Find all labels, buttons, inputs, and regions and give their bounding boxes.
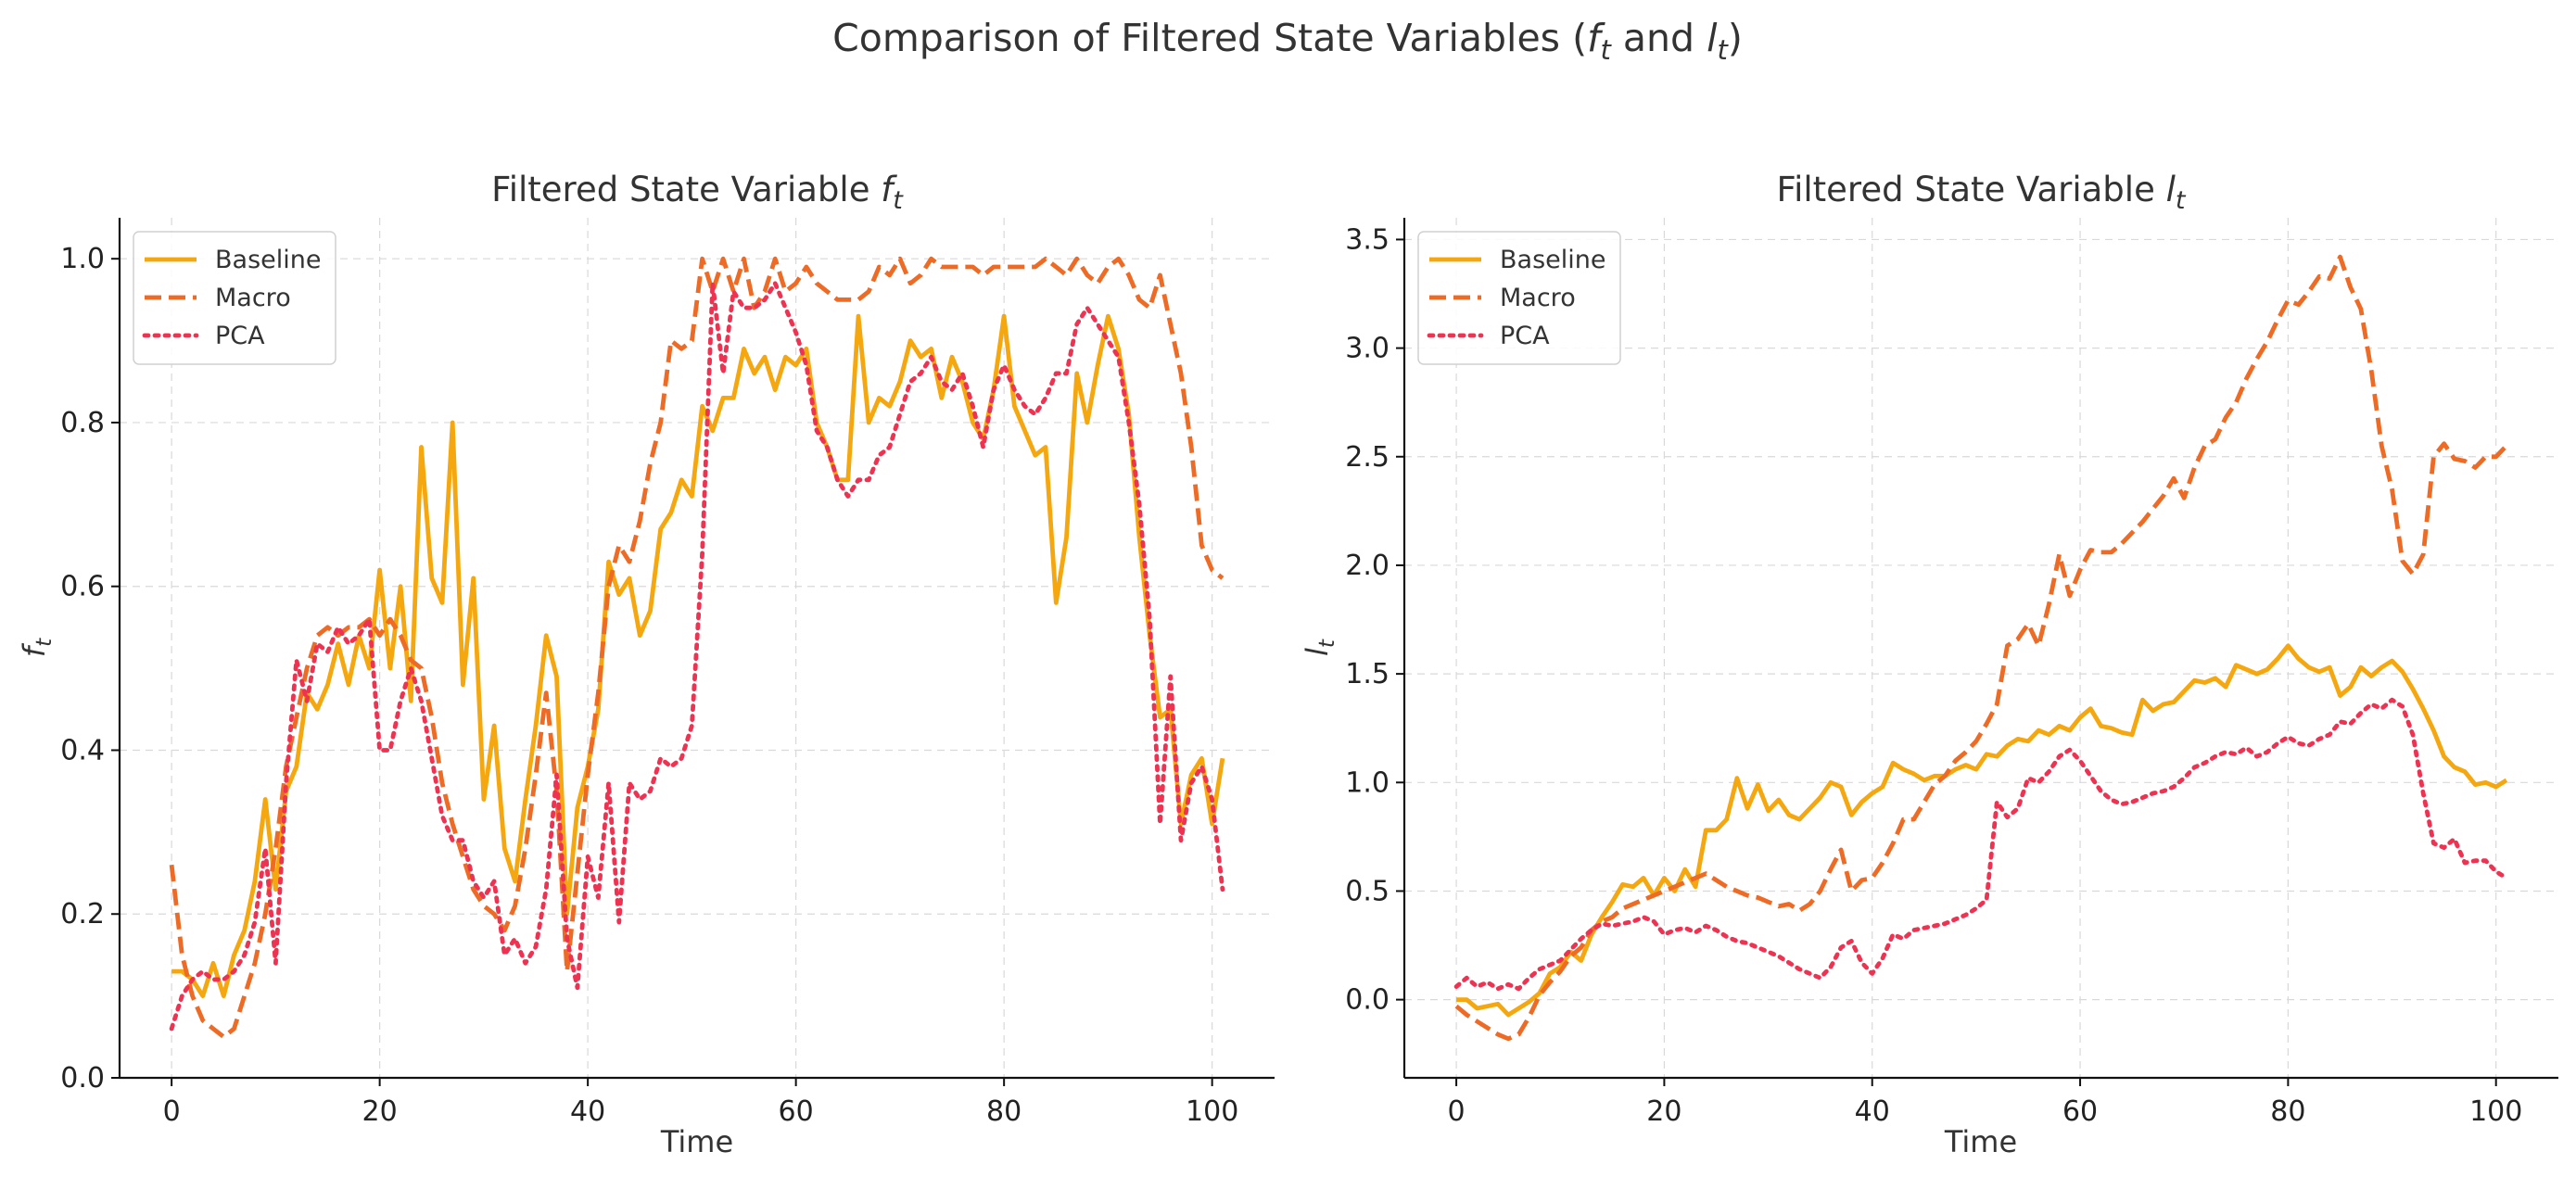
- legend-label-baseline: Baseline: [1500, 246, 1605, 274]
- legend-frame: [1417, 231, 1621, 365]
- y-tick-label: 0.0: [60, 1062, 105, 1095]
- panel-f-legend: Baseline Macro PCA: [133, 231, 336, 365]
- series-line-baseline: [1456, 643, 2508, 1018]
- x-tick-label: 80: [986, 1095, 1022, 1128]
- y-tick-label: 0.0: [1345, 984, 1390, 1017]
- panel-f-series: [169, 256, 1225, 1040]
- panel-l-grid: [1404, 218, 2558, 1078]
- series-line-macro: [169, 256, 1225, 1040]
- legend-frame: [133, 231, 336, 365]
- legend-label-macro: Macro: [1500, 284, 1576, 312]
- suptitle-l-subscript: t: [1717, 34, 1729, 66]
- y-tick-label: 3.0: [1345, 333, 1390, 365]
- panel-f-ylabel-subscript: t: [32, 638, 57, 647]
- panel-l-ylabel-symbol: l: [1300, 648, 1335, 656]
- panel-f-xticks: 0 20 40 60 80 100: [163, 1078, 1238, 1128]
- x-tick-label: 20: [1646, 1095, 1681, 1128]
- series-line-pca: [169, 281, 1225, 1031]
- panel-l-ylabel: lt: [1300, 639, 1339, 656]
- panel-l-legend: Baseline Macro PCA: [1417, 231, 1621, 365]
- x-tick-label: 100: [1186, 1095, 1238, 1128]
- panel-f-title: Filtered State Variable ft: [491, 170, 904, 215]
- panel-f-title-subscript: t: [893, 186, 904, 215]
- x-tick-label: 0: [163, 1095, 181, 1128]
- legend-label-pca: PCA: [215, 322, 265, 350]
- panel-f-yticks: 0.0 0.2 0.4 0.6 0.8 1.0: [60, 243, 120, 1095]
- x-tick-label: 20: [362, 1095, 398, 1128]
- series-line-macro: [1454, 254, 2508, 1042]
- figure-suptitle: Comparison of Filtered State Variables (…: [832, 16, 1743, 66]
- x-tick-label: 60: [2062, 1095, 2098, 1128]
- panel-l-series: [1453, 254, 2509, 1042]
- y-tick-label: 0.4: [60, 734, 105, 766]
- panel-f-xlabel: Time: [660, 1124, 733, 1159]
- x-tick-label: 80: [2270, 1095, 2305, 1128]
- series-line-baseline: [171, 313, 1225, 998]
- suptitle-f-subscript: t: [1601, 34, 1613, 66]
- x-tick-label: 0: [1448, 1095, 1466, 1128]
- legend-label-pca: PCA: [1500, 322, 1550, 350]
- y-tick-label: 0.2: [60, 898, 105, 930]
- y-tick-label: 0.6: [60, 571, 105, 603]
- y-tick-label: 0.5: [1345, 875, 1390, 907]
- panel-l-xlabel: Time: [1944, 1124, 2017, 1159]
- legend-label-baseline: Baseline: [215, 246, 321, 274]
- y-tick-label: 1.0: [60, 243, 105, 275]
- x-tick-label: 40: [1855, 1095, 1890, 1128]
- panel-f-grid: [120, 218, 1275, 1079]
- y-tick-label: 1.5: [1345, 658, 1390, 690]
- y-tick-label: 2.5: [1345, 441, 1390, 474]
- x-tick-label: 40: [570, 1095, 605, 1128]
- panel-l-title-subscript: t: [2176, 186, 2187, 215]
- y-tick-label: 1.0: [1345, 766, 1390, 799]
- suptitle-pre: Comparison of Filtered State Variables (: [832, 16, 1587, 60]
- panel-l-ylabel-subscript: t: [1315, 639, 1339, 648]
- y-tick-label: 0.8: [60, 407, 105, 439]
- y-tick-label: 2.0: [1345, 550, 1390, 582]
- suptitle-l-symbol: l: [1707, 16, 1718, 60]
- panel-l-title-symbol: l: [2166, 170, 2176, 209]
- panel-l-xticks: 0 20 40 60 80 100: [1448, 1078, 2522, 1128]
- panel-l-yticks: 0.0 0.5 1.0 1.5 2.0 2.5 3.0 3.5: [1345, 223, 1404, 1017]
- panel-l-title-text: Filtered State Variable: [1777, 170, 2166, 209]
- suptitle-mid: and: [1611, 16, 1707, 60]
- suptitle-post: ): [1728, 16, 1743, 60]
- series-line-pca: [1453, 697, 2509, 992]
- panel-f: Filtered State Variable ft 0 20 40 60 80 100 …: [17, 170, 1275, 1159]
- panel-l-title: Filtered State Variable lt: [1777, 170, 2187, 215]
- panel-f-title-text: Filtered State Variable: [491, 170, 881, 209]
- legend-label-macro: Macro: [215, 284, 291, 312]
- x-tick-label: 100: [2469, 1095, 2522, 1128]
- panel-l: Filtered State Variable lt 0 20 40 60 80 100 …: [1300, 170, 2558, 1159]
- y-tick-label: 3.5: [1345, 223, 1390, 256]
- x-tick-label: 60: [779, 1095, 814, 1128]
